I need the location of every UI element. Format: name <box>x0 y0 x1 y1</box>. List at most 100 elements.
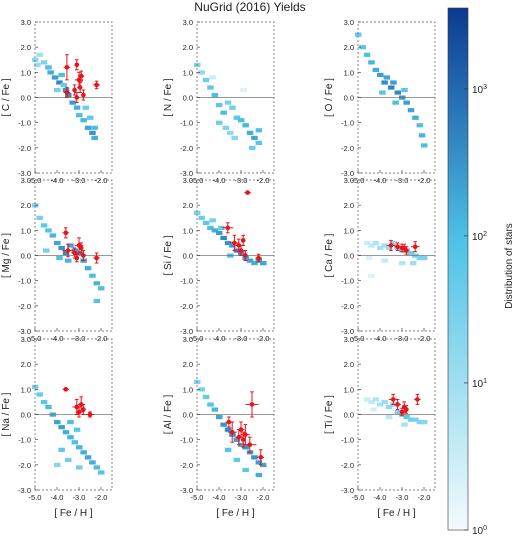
y-tick-label: 1.0 <box>21 385 31 394</box>
heatmap-cell <box>251 135 258 140</box>
heatmap-cell <box>403 415 410 420</box>
y-tick-label: -2.0 <box>18 302 31 311</box>
y-tick-label: 3.0 <box>344 176 354 185</box>
heatmap-cell <box>224 447 232 452</box>
y-tick-label: -1.0 <box>180 436 193 445</box>
x-tick-label: -2.0 <box>257 334 270 343</box>
heatmap-cell <box>45 65 52 70</box>
heatmap-cell <box>229 243 236 248</box>
star-marker <box>63 230 69 236</box>
colorbar-tick-label: 103 <box>472 84 487 96</box>
y-axis-label: [ Na / Fe ] <box>1 392 12 436</box>
heatmap-cell <box>32 57 39 62</box>
heatmap-cell <box>58 72 65 78</box>
star-marker <box>399 409 405 415</box>
star-marker <box>64 65 70 70</box>
star-marker <box>247 442 253 448</box>
heatmap-cell <box>207 225 214 231</box>
y-tick-label: 1.0 <box>183 226 193 235</box>
x-tick-label: -4.0 <box>213 334 226 343</box>
heatmap-cell <box>45 404 52 410</box>
panels: -3.0-2.0-1.00.01.02.03.0-5.0 -4.0 -3.0 -2.0… <box>1 18 436 519</box>
heatmap-cell <box>224 240 232 246</box>
heatmap-cell <box>218 225 225 231</box>
heatmap-cell <box>242 467 249 473</box>
heatmap-cell <box>412 115 419 120</box>
heatmap-cell <box>54 462 61 468</box>
y-tick-label: -3.0 <box>341 169 354 178</box>
y-tick-label: 2.0 <box>183 201 193 210</box>
star-marker <box>74 255 80 261</box>
heatmap-cell <box>43 248 50 253</box>
y-tick-label: 3.0 <box>21 18 31 27</box>
heatmap-cell <box>98 286 105 291</box>
y-tick-label: 0.0 <box>21 411 31 420</box>
y-axis-label: [ N / Fe ] <box>163 78 174 117</box>
heatmap-cell <box>65 457 72 462</box>
y-tick-label: -1.0 <box>18 119 31 128</box>
star-marker <box>226 419 232 425</box>
heatmap-cell <box>220 235 227 241</box>
heatmap-cell <box>211 92 219 98</box>
star-marker <box>225 225 231 231</box>
x-tick-label: -5.0 <box>191 176 204 185</box>
heatmap-cell <box>51 75 59 80</box>
x-tick-label: -5.0 <box>352 176 365 185</box>
heatmap-cell <box>251 261 258 266</box>
y-tick-label: 0.0 <box>344 411 354 420</box>
figure-title: NuGrid (2016) Yields <box>194 0 305 14</box>
heatmap-cell <box>62 250 70 256</box>
star-marker <box>78 245 84 251</box>
heatmap-cell <box>91 125 98 130</box>
heatmap-cell <box>67 435 74 440</box>
heatmap-cell <box>363 240 371 246</box>
heatmap-cell <box>260 462 267 468</box>
y-tick-label: -3.0 <box>18 327 31 336</box>
heatmap-cell <box>255 140 263 145</box>
heatmap-cell <box>381 258 388 263</box>
heatmap-cell <box>54 240 61 246</box>
y-axis-label: [ Ca / Fe ] <box>324 233 335 277</box>
x-tick-label: -5.0 <box>191 493 204 502</box>
heatmap-cell <box>407 417 415 422</box>
heatmap-cell <box>370 407 377 412</box>
heatmap-cell <box>251 455 258 460</box>
heatmap-cell <box>403 100 410 105</box>
x-tick-label: -3.0 <box>235 176 248 185</box>
star-marker <box>74 404 80 410</box>
heatmap-cell <box>211 407 219 412</box>
heatmap-cell <box>238 118 245 123</box>
x-tick-label: -5.0 <box>191 334 204 343</box>
y-tick-label: -3.0 <box>180 327 193 336</box>
star-marker <box>240 437 246 442</box>
heatmap-cell <box>255 128 263 133</box>
x-tick-label: -2.0 <box>418 334 431 343</box>
heatmap-cell <box>227 130 234 135</box>
heatmap-cell <box>233 248 241 253</box>
heatmap-cell <box>84 125 92 130</box>
heatmap-cell <box>363 52 371 57</box>
x-tick-label: -3.0 <box>235 493 248 502</box>
y-tick-label: -1.0 <box>180 119 193 128</box>
star-marker <box>240 238 246 243</box>
heatmap-cell <box>87 115 94 120</box>
heatmap-cell <box>45 228 52 233</box>
heatmap-cell <box>58 245 65 251</box>
y-axis-label: [ Mg / Fe ] <box>1 233 12 278</box>
star-marker <box>238 427 244 432</box>
star-marker <box>81 92 86 98</box>
y-axis-label: [ Ti / Fe ] <box>324 395 335 434</box>
x-tick-label: -4.0 <box>213 176 226 185</box>
star-marker <box>404 407 409 412</box>
star-marker <box>249 402 255 407</box>
y-tick-label: -2.0 <box>180 302 193 311</box>
star-marker <box>243 432 248 437</box>
heatmap-cell <box>194 210 201 215</box>
heatmap-cell <box>399 261 406 266</box>
heatmap-cell <box>209 218 216 223</box>
panel-8: -3.0-2.0-1.00.01.02.03.0-5.0 -4.0 -3.0 -2.0… <box>163 335 275 519</box>
y-tick-label: 1.0 <box>344 385 354 394</box>
y-axis-label: [ Si / Fe ] <box>163 235 174 275</box>
x-tick-label: -5.0 <box>29 176 42 185</box>
x-tick-label: -3.0 <box>396 176 409 185</box>
